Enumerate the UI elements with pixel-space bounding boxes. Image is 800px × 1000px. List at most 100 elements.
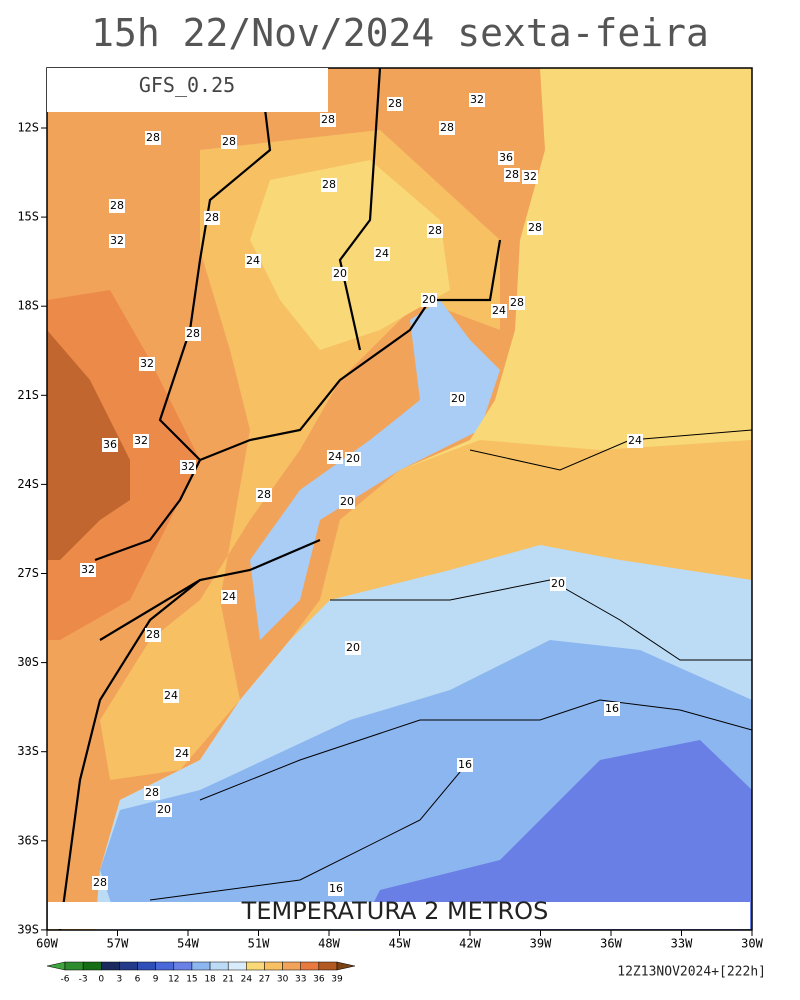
- lat-tick-label: 21S: [17, 388, 39, 402]
- ocean-darkblue: [360, 740, 752, 930]
- contour-label-bg: [163, 689, 179, 703]
- contour-label-bg: [550, 577, 566, 591]
- contour-label-bg: [256, 488, 272, 502]
- lat-tick-label: 39S: [17, 922, 39, 936]
- contour-label: 24: [628, 434, 642, 447]
- contour-label-bg: [627, 434, 643, 448]
- contour-label-bg: [469, 93, 485, 107]
- colorbar-label: 15: [186, 975, 197, 985]
- map-title: 15h 22/Nov/2024 sexta-feira: [91, 11, 709, 55]
- contour-label-bg: [221, 590, 237, 604]
- contour-label-bg: [156, 803, 172, 817]
- contour-label-bg: [221, 135, 237, 149]
- contour-label-bg: [139, 357, 155, 371]
- colorbar-label: -6: [61, 975, 70, 985]
- colorbar-segment: [119, 961, 138, 971]
- model-label: GFS_0.25: [139, 73, 235, 97]
- colorbar-label: -3: [79, 975, 88, 985]
- contour-label: 28: [93, 876, 107, 889]
- field-box: [48, 902, 750, 929]
- contour-label: 28: [146, 628, 160, 641]
- lat-tick-label: 18S: [17, 299, 39, 313]
- contour-label: 28: [505, 168, 519, 181]
- colorbar-over: [336, 961, 356, 971]
- contour-label-bg: [80, 563, 96, 577]
- contour-label-bg: [204, 211, 220, 225]
- contour-label: 20: [451, 392, 465, 405]
- contours: [149, 429, 752, 901]
- contour-label-bg: [109, 234, 125, 248]
- contour-label: 20: [551, 577, 565, 590]
- contour-label: 20: [340, 495, 354, 508]
- cool-coast: [250, 300, 500, 640]
- contour-label: 20: [346, 452, 360, 465]
- run-label: 12Z13NOV2024+[222h]: [617, 965, 766, 980]
- colorbar-segment: [246, 961, 265, 971]
- contour-label: 28: [186, 327, 200, 340]
- contour-label-bg: [102, 438, 118, 452]
- contour-label: 24: [375, 247, 389, 260]
- lon-tick-label: 36W: [600, 937, 622, 951]
- contour-label: 28: [222, 135, 236, 148]
- colorbar-segment: [173, 961, 193, 971]
- contour-label-bg: [387, 97, 403, 111]
- contour-label: 28: [388, 97, 402, 110]
- colorbar-segment: [155, 961, 175, 971]
- contour-label-bg: [491, 304, 507, 318]
- contour-label-bg: [345, 641, 361, 655]
- lon-tick-label: 60W: [36, 937, 58, 951]
- contour-label-bg: [504, 168, 520, 182]
- colorbar-label: 0: [98, 975, 104, 985]
- colorbar-segment: [227, 961, 247, 971]
- contour-label: 20: [157, 803, 171, 816]
- contour-label: 28: [528, 221, 542, 234]
- contour-label-bg: [174, 747, 190, 761]
- lat-tick-label: 36S: [17, 833, 39, 847]
- contour-label-bg: [509, 296, 525, 310]
- contour-label-bg: [144, 786, 160, 800]
- contour-label: 24: [246, 254, 260, 267]
- lon-tick-label: 30W: [741, 937, 763, 951]
- contour-label: 24: [492, 304, 506, 317]
- colorbar-label: 3: [117, 975, 123, 985]
- colorbar-segment: [209, 961, 229, 971]
- contour-label: 16: [605, 702, 619, 715]
- lon-tick-label: 51W: [248, 937, 270, 951]
- colorbar-label: 33: [295, 975, 306, 985]
- colorbar-label: 36: [313, 975, 325, 985]
- colorbar-segment: [82, 961, 102, 971]
- contour-label-bg: [185, 327, 201, 341]
- lon-tick-label: 45W: [389, 937, 411, 951]
- contour-label-bg: [527, 221, 543, 235]
- contour-label: 36: [103, 438, 117, 451]
- contour-label-bg: [332, 267, 348, 281]
- colorbar-segment: [282, 961, 301, 971]
- colorbar-label: 12: [168, 975, 179, 985]
- contour-label-bg: [245, 254, 261, 268]
- colorbar-label: 24: [241, 975, 253, 985]
- contour-label-bg: [92, 876, 108, 890]
- colorbar-label: 6: [135, 975, 141, 985]
- contour-label-bg: [328, 882, 344, 896]
- lat-tick-label: 33S: [17, 744, 39, 758]
- mild-core: [250, 160, 450, 350]
- contour-label: 28: [257, 488, 271, 501]
- colorbar-label: 30: [277, 975, 289, 985]
- colorbar-segment: [137, 961, 156, 971]
- contour-label-bg: [439, 121, 455, 135]
- contour-label-bg: [321, 178, 337, 192]
- lon-tick-label: 48W: [318, 937, 340, 951]
- colorbar-segment: [101, 961, 120, 971]
- lat-tick-label: 24S: [17, 477, 39, 491]
- colorbar-label: 27: [259, 975, 270, 985]
- contour-label: 28: [145, 786, 159, 799]
- lon-tick-label: 33W: [671, 937, 693, 951]
- contour-label: 20: [422, 293, 436, 306]
- lat-tick-label: 27S: [17, 566, 39, 580]
- contour-label: 32: [134, 434, 148, 447]
- colorbar-segment: [300, 961, 320, 971]
- contour-label: 36: [499, 151, 513, 164]
- contour-label: 32: [181, 460, 195, 473]
